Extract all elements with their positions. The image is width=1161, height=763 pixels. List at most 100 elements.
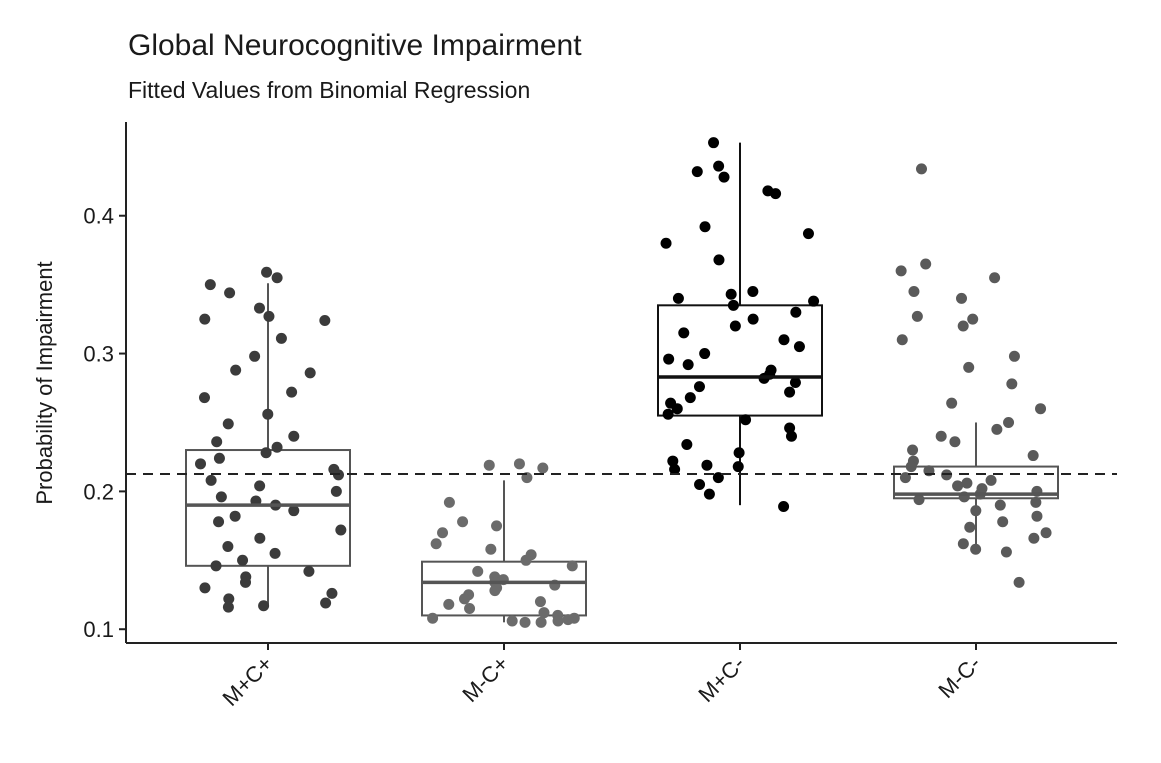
data-point	[997, 516, 1009, 528]
data-point	[733, 447, 745, 459]
data-point	[320, 597, 332, 609]
data-point	[778, 501, 790, 513]
data-point	[304, 367, 316, 379]
data-point	[667, 455, 679, 467]
data-point	[538, 607, 550, 619]
data-point	[195, 458, 207, 470]
data-point	[907, 444, 919, 456]
data-point	[946, 397, 958, 409]
data-point	[793, 341, 805, 353]
data-point	[199, 313, 211, 325]
data-point	[725, 288, 737, 300]
data-point	[1027, 450, 1039, 462]
data-point	[802, 228, 814, 240]
data-point	[790, 306, 802, 318]
data-point	[970, 543, 982, 555]
data-point	[443, 496, 455, 508]
data-point	[249, 350, 261, 362]
data-point	[430, 538, 442, 550]
data-point	[483, 459, 495, 471]
data-point	[671, 403, 683, 415]
data-point	[222, 418, 234, 430]
data-point	[747, 286, 759, 298]
data-point	[694, 478, 706, 490]
data-point	[213, 516, 225, 528]
box	[185, 449, 351, 567]
data-point	[662, 408, 674, 420]
data-point	[222, 541, 234, 553]
data-point	[326, 587, 338, 599]
data-point	[718, 171, 730, 183]
data-point	[713, 254, 725, 266]
data-point	[693, 381, 705, 393]
data-point	[240, 576, 252, 588]
x-tick-label: M-C-	[933, 651, 985, 703]
data-point	[895, 265, 907, 277]
data-point	[1035, 403, 1047, 415]
data-point	[443, 598, 455, 610]
data-point	[335, 524, 347, 536]
data-point	[967, 313, 979, 325]
data-point	[566, 560, 578, 572]
data-point	[229, 510, 241, 522]
y-tick-label: 0.1	[83, 617, 114, 642]
data-point	[684, 392, 696, 404]
data-point	[1000, 546, 1012, 558]
data-point	[1003, 416, 1015, 428]
data-point	[535, 616, 547, 628]
data-point	[699, 348, 711, 360]
data-point	[691, 166, 703, 178]
data-point	[920, 258, 932, 270]
data-point	[896, 334, 908, 346]
data-point	[199, 582, 211, 594]
data-point	[427, 612, 439, 624]
data-point	[464, 603, 476, 615]
data-point	[1013, 576, 1025, 588]
data-point	[699, 221, 711, 233]
data-point	[663, 353, 675, 365]
data-point	[784, 422, 796, 434]
data-point	[210, 560, 222, 572]
data-point	[905, 461, 917, 473]
data-point	[729, 320, 741, 332]
y-tick-label: 0.3	[83, 342, 114, 367]
data-point	[935, 430, 947, 442]
data-point	[215, 491, 227, 503]
data-point	[740, 414, 752, 426]
data-point	[1008, 350, 1020, 362]
data-point	[1030, 496, 1042, 508]
data-point	[1031, 510, 1043, 522]
data-point	[778, 334, 790, 346]
data-point	[708, 137, 720, 149]
data-point	[288, 430, 300, 442]
data-point	[459, 593, 471, 605]
data-point	[957, 538, 969, 550]
data-point	[537, 462, 549, 474]
data-point	[808, 295, 820, 307]
data-point	[956, 292, 968, 304]
data-point	[949, 436, 961, 448]
data-point	[681, 439, 693, 451]
data-point	[913, 494, 925, 506]
data-point	[288, 505, 300, 517]
data-point	[222, 601, 234, 613]
data-point	[198, 392, 210, 404]
data-point	[911, 310, 923, 322]
data-point	[489, 585, 501, 597]
data-point	[330, 485, 342, 497]
data-point	[963, 361, 975, 373]
data-point	[660, 237, 672, 249]
chart-subtitle: Fitted Values from Binomial Regression	[128, 77, 530, 103]
data-point	[952, 480, 964, 492]
data-point	[562, 614, 574, 626]
data-point	[957, 320, 969, 332]
data-point	[669, 463, 681, 475]
data-point	[485, 543, 497, 555]
x-tick-label: M+C-	[693, 651, 749, 707]
data-point	[204, 279, 216, 291]
x-tick-label: M-C+	[457, 651, 513, 707]
data-point	[513, 458, 525, 470]
data-point	[262, 408, 274, 420]
data-point	[472, 565, 484, 577]
